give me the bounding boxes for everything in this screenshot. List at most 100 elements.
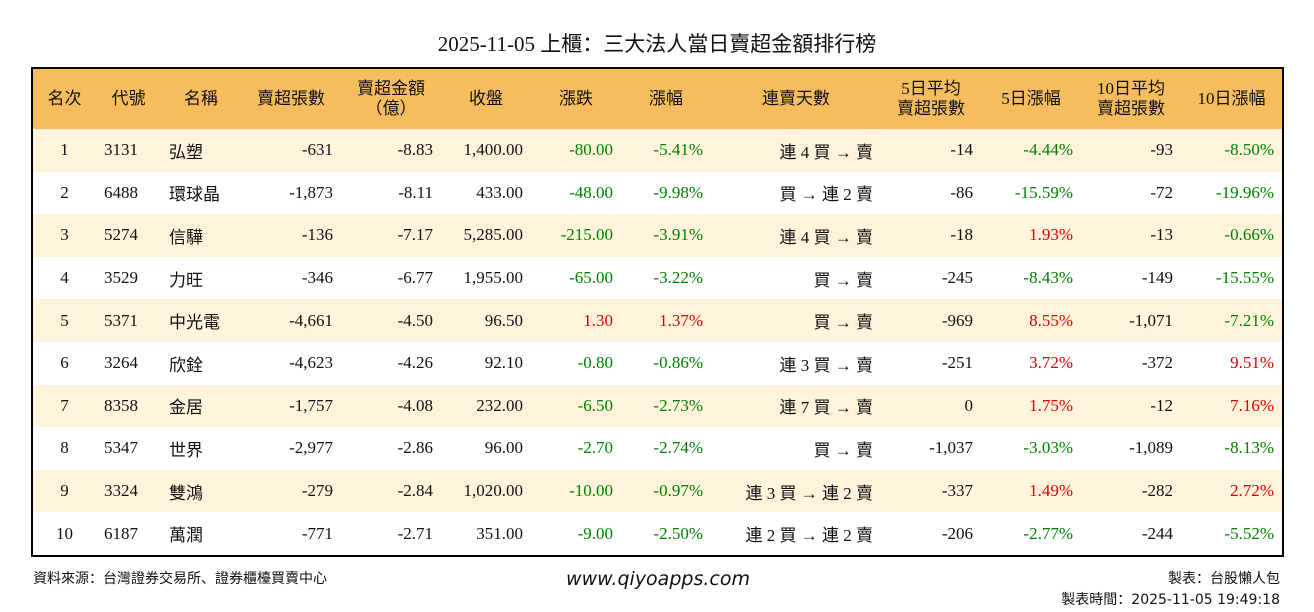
table-cell: -3.91% xyxy=(621,214,711,257)
table-cell: 力旺 xyxy=(169,270,203,290)
table-cell: 1,400.00 xyxy=(441,129,531,172)
table-cell: 金居 xyxy=(161,384,241,428)
table-cell: 5347 xyxy=(104,438,138,458)
table-row: 5 5371 中光電 -4,661 -4.50 96.50 1.30 1.37% 買 → 賣 -9… xyxy=(32,299,1283,342)
table-cell: -4.44% xyxy=(981,129,1081,172)
table-cell: -48.00 xyxy=(569,182,613,202)
table-cell: -2.86 xyxy=(397,438,433,458)
table-cell: 連 2 買 → 連 2 賣 xyxy=(745,526,874,546)
table-cell: -149 xyxy=(1141,268,1173,288)
time: 製表時間：2025-11-05 19:49:18 xyxy=(1061,592,1280,608)
table-cell: 1,020.00 xyxy=(441,469,531,513)
table-cell: 5,285.00 xyxy=(441,214,531,257)
table-cell: 中光電 xyxy=(161,299,241,342)
table-cell: -1,037 xyxy=(929,438,973,458)
table-cell: -2.71 xyxy=(397,523,433,543)
table-cell: 2.72% xyxy=(1181,469,1283,513)
table-cell: -5.52% xyxy=(1224,523,1274,543)
table-cell: -2.50% xyxy=(653,523,703,543)
table-cell: 連 3 買 → 賣 xyxy=(779,355,874,375)
table-cell: -72 xyxy=(1150,182,1173,202)
table-cell: 1.49% xyxy=(981,469,1081,513)
table-cell: -0.66% xyxy=(1181,214,1283,257)
header-cell: 5日漲幅 xyxy=(981,68,1081,129)
table-cell: -346 xyxy=(301,268,333,288)
header-cell: 5日平均 賣超張數 xyxy=(881,68,981,129)
table-cell: -65.00 xyxy=(569,268,613,288)
header-cell: 漲幅 xyxy=(621,68,711,129)
table-cell: 5274 xyxy=(96,214,161,257)
table-row: 2 6488 環球晶 -1,873 -8.11 433.00 -48.00 -9.98% 買 →… xyxy=(32,172,1283,215)
table-cell: 環球晶 xyxy=(169,185,220,205)
table-cell: 3131 xyxy=(96,129,161,172)
table-cell: 連 4 買 → 賣 xyxy=(711,129,881,172)
table-cell: -80.00 xyxy=(531,129,621,172)
header-cell: 漲跌 xyxy=(531,68,621,129)
table-cell: 雙鴻 xyxy=(161,469,241,513)
table-cell: -10.00 xyxy=(531,469,621,513)
table-cell: 3 xyxy=(32,214,96,257)
header-cell: 代號 xyxy=(96,68,161,129)
table-cell: -4,623 xyxy=(289,353,333,373)
table-cell: 9.51% xyxy=(1230,353,1274,373)
table-cell: 6488 xyxy=(104,182,138,202)
table-cell: 3324 xyxy=(96,469,161,513)
table-cell: 5 xyxy=(32,299,96,342)
table-cell: 7 xyxy=(32,384,96,428)
table-cell: 351.00 xyxy=(476,523,523,543)
source: 資料來源：台灣證券交易所、證券櫃檯買賣中心 xyxy=(33,571,327,587)
table-cell: 9 xyxy=(32,469,96,513)
table-cell: 3529 xyxy=(104,268,138,288)
table-cell: -13 xyxy=(1081,214,1181,257)
table-cell: -2.77% xyxy=(1023,523,1073,543)
table-cell: -5.41% xyxy=(621,129,711,172)
table-cell: -4.26 xyxy=(397,353,433,373)
table-cell: -6.50 xyxy=(531,384,621,428)
table-cell: -771 xyxy=(301,523,333,543)
table-row: 1 3131 弘塑 -631 -8.83 1,400.00 -80.00 -5.41% 連 4 … xyxy=(32,129,1283,172)
header-cell: 名次 xyxy=(32,68,96,129)
table-cell: 8.55% xyxy=(981,299,1081,342)
table-cell: 欣銓 xyxy=(169,355,203,375)
table-row: 3 5274 信驊 -136 -7.17 5,285.00 -215.00 -3.91% 連 4… xyxy=(32,214,1283,257)
table-cell: -8.83 xyxy=(341,129,441,172)
table-cell: -251 xyxy=(941,353,973,373)
header-cell: 連賣天數 xyxy=(711,68,881,129)
table-cell: -0.86% xyxy=(653,353,703,373)
header-cell: 名稱 xyxy=(161,68,241,129)
table-cell: 買 → 賣 xyxy=(813,270,874,290)
table-cell: 買 → 賣 xyxy=(711,299,881,342)
table-row: 6 3264 欣銓 -4,623 -4.26 92.10 -0.80 -0.86% 連 3 買 … xyxy=(32,342,1283,385)
table-cell: -1,071 xyxy=(1081,299,1181,342)
table-cell: 3.72% xyxy=(1029,353,1073,373)
table-cell: -15.55% xyxy=(1215,268,1274,288)
table-cell: 7.16% xyxy=(1181,384,1283,428)
table-cell: -282 xyxy=(1081,469,1181,513)
table-cell: -631 xyxy=(241,129,341,172)
table-cell: 世界 xyxy=(169,440,203,460)
table-cell: -86 xyxy=(950,182,973,202)
table-cell: 8358 xyxy=(96,384,161,428)
table-cell: -4,661 xyxy=(241,299,341,342)
table-cell: -2.84 xyxy=(341,469,441,513)
table-cell: -8.43% xyxy=(1023,268,1073,288)
table-cell: -8.13% xyxy=(1224,438,1274,458)
table-cell: -245 xyxy=(941,268,973,288)
table-cell: -2,977 xyxy=(289,438,333,458)
table-row: 9 3324 雙鴻 -279 -2.84 1,020.00 -10.00 -0.97% 連 3 … xyxy=(32,469,1283,513)
header-cell: 賣超金額 （億） xyxy=(341,68,441,129)
table-cell: 96.50 xyxy=(441,299,531,342)
table-cell: 連 3 買 → 連 2 賣 xyxy=(711,469,881,513)
table-cell: 信驊 xyxy=(161,214,241,257)
table-row: 8 5347 世界 -2,977 -2.86 96.00 -2.70 -2.74% 買 → 賣 -… xyxy=(32,427,1283,470)
table-cell: 弘塑 xyxy=(161,129,241,172)
table-cell: -19.96% xyxy=(1215,182,1274,202)
table-cell: 92.10 xyxy=(484,353,523,373)
table-cell: -136 xyxy=(241,214,341,257)
table-cell: -7.21% xyxy=(1181,299,1283,342)
table-cell: 連 4 買 → 賣 xyxy=(711,214,881,257)
table-cell: 3264 xyxy=(104,353,138,373)
table-cell: -372 xyxy=(1141,353,1173,373)
table-cell: 萬潤 xyxy=(169,526,203,546)
